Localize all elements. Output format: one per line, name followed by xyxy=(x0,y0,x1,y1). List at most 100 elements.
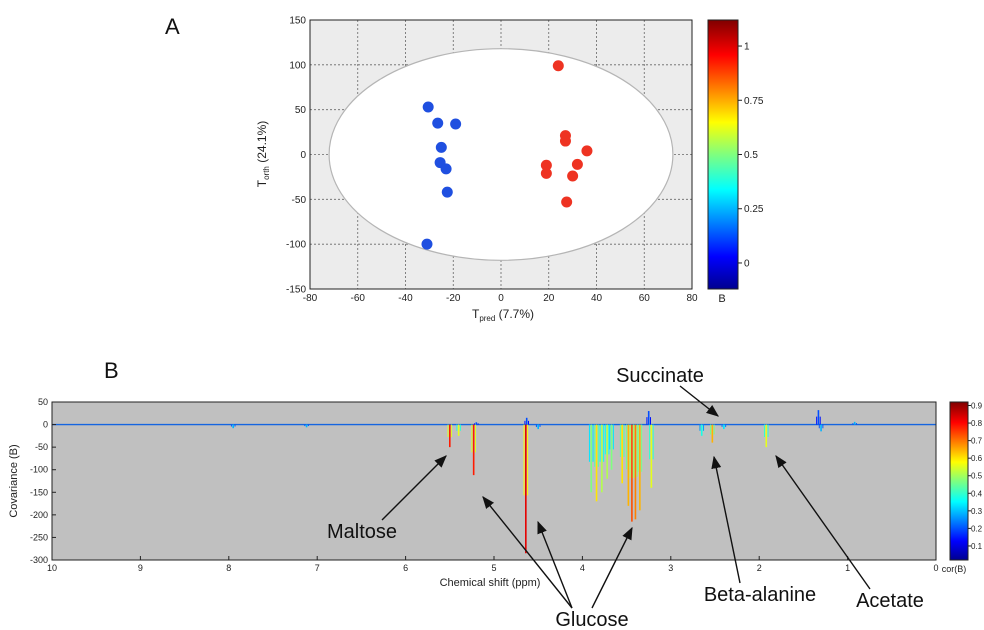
annotation-label: Beta-alanine xyxy=(704,584,816,606)
panel-a: A -80 -60 -40 -20 0 20 40 60 80 -150-100-5005010… xyxy=(165,14,764,323)
x-tick-label: -80 xyxy=(303,293,318,304)
y-tick-label: 150 xyxy=(289,16,306,27)
data-point xyxy=(567,170,579,182)
confidence-ellipse xyxy=(328,48,674,261)
plot-a-y-ticks: -150 -100 -50 0 50 100 150 xyxy=(286,16,306,296)
x-tick-label: -60 xyxy=(351,293,366,304)
colorbar-b xyxy=(949,401,969,561)
colorbar-tick-label: 0.7 xyxy=(971,437,983,446)
x-tick-label: 60 xyxy=(639,293,651,304)
x-tick-label: 40 xyxy=(591,293,603,304)
colorbar-tick-label: 0.5 xyxy=(744,150,758,161)
data-point xyxy=(432,117,444,129)
annotation-label: Succinate xyxy=(616,365,704,387)
plot-b-background xyxy=(51,401,937,561)
annotation-arrow xyxy=(381,455,447,521)
colorbar-tick-label: 0.2 xyxy=(971,524,983,533)
data-point xyxy=(540,167,552,179)
data-point xyxy=(422,101,434,113)
x-tick-label: 20 xyxy=(543,293,555,304)
colorbar-tick-label: 0 xyxy=(744,258,750,269)
colorbar-tick-label: 0.25 xyxy=(744,204,764,215)
x-tick-label: 4 xyxy=(580,563,585,573)
y-tick-label: -100 xyxy=(30,465,48,475)
annotation-arrow xyxy=(711,455,741,584)
x-tick-label: 5 xyxy=(491,563,496,573)
annotation-label: Glucose xyxy=(555,609,628,630)
annotation-arrow xyxy=(537,520,573,609)
colorbar-tick-label: 1 xyxy=(744,42,750,53)
colorbar-tick-label: 0.4 xyxy=(971,489,983,498)
panel-b-label: B xyxy=(104,358,119,383)
plot-a-x-ticks: -80 -60 -40 -20 0 20 40 60 80 xyxy=(303,293,698,304)
y-tick-label: 0 xyxy=(300,150,306,161)
plot-a-x-axis-label: Tpred (7.7%) xyxy=(472,307,534,323)
x-tick-label: -40 xyxy=(398,293,413,304)
data-point xyxy=(581,145,593,157)
data-point xyxy=(540,159,552,171)
colorbar-tick-label: 0.75 xyxy=(744,96,764,107)
annotation-arrow xyxy=(775,454,871,590)
data-point xyxy=(440,163,452,175)
x-tick-label: 0 xyxy=(498,293,504,304)
x-tick-label: 9 xyxy=(138,563,143,573)
y-tick-label: -100 xyxy=(286,240,306,251)
plot-a-frame xyxy=(309,19,693,290)
y-tick-label: -300 xyxy=(30,555,48,565)
y-tick-label: -150 xyxy=(30,487,48,497)
colorbar-tick-label: 0.9 xyxy=(971,402,983,411)
data-point xyxy=(559,135,571,147)
y-tick-label: -250 xyxy=(30,532,48,542)
colorbar-b-ticks: 0.1 0.2 0.3 0.4 0.5 0.6 0.7 0.8 0.9 xyxy=(968,402,983,551)
colorbar-a xyxy=(707,19,739,290)
panel-a-label: A xyxy=(165,14,180,39)
x-tick-label: 6 xyxy=(403,563,408,573)
y-tick-label: 50 xyxy=(295,105,307,116)
colorbar-tick-label: 0.1 xyxy=(971,542,983,551)
x-tick-label: 0 xyxy=(933,563,938,573)
y-tick-label: 50 xyxy=(38,397,48,407)
x-tick-label: 7 xyxy=(315,563,320,573)
plot-b-y-ticks: 50 0 -50 -100 -150 -200 -250 -300 xyxy=(30,397,56,565)
y-tick-label: -150 xyxy=(286,285,306,296)
plot-b-x-axis-label: Chemical shift (ppm) xyxy=(440,577,541,589)
colorbar-b-label: cor(B) xyxy=(942,564,967,574)
plot-a-points xyxy=(421,60,593,250)
x-tick-label: -20 xyxy=(446,293,461,304)
data-point xyxy=(571,158,583,170)
x-tick-label: 1 xyxy=(845,563,850,573)
data-point xyxy=(552,60,564,72)
y-tick-label: -200 xyxy=(30,510,48,520)
x-tick-label: 8 xyxy=(226,563,231,573)
colorbar-tick-label: 0.8 xyxy=(971,419,983,428)
y-tick-label: -50 xyxy=(35,442,48,452)
colorbar-tick-label: 0.5 xyxy=(971,472,983,481)
annotation-arrow xyxy=(679,385,719,417)
y-tick-label: 100 xyxy=(289,60,306,71)
y-tick-label: 0 xyxy=(43,420,48,430)
data-point xyxy=(435,141,447,153)
annotation-arrow xyxy=(591,526,633,609)
x-tick-label: 80 xyxy=(686,293,698,304)
spectrum xyxy=(52,410,936,554)
data-point xyxy=(450,118,462,130)
colorbar-a-ticks: 0 0.25 0.5 0.75 1 xyxy=(738,42,764,269)
plot-b-x-ticks: 10 9 8 7 6 5 4 3 2 1 0 xyxy=(47,556,939,573)
plot-b-y-axis-label: Covariance (B) xyxy=(8,444,20,517)
x-tick-label: 2 xyxy=(757,563,762,573)
peak-annotations: Succinate Maltose Glucose Beta-alanine Aceta… xyxy=(327,365,924,630)
y-tick-label: -50 xyxy=(292,195,307,206)
data-point xyxy=(561,196,573,208)
annotation-arrow xyxy=(482,496,573,609)
x-tick-label: 3 xyxy=(668,563,673,573)
colorbar-tick-label: 0.3 xyxy=(971,507,983,516)
x-tick-label: 10 xyxy=(47,563,57,573)
annotation-label: Acetate xyxy=(856,590,924,612)
colorbar-a-label: B xyxy=(718,293,725,305)
colorbar-tick-label: 0.6 xyxy=(971,454,983,463)
plot-a-y-axis-label: Torth (24.1%) xyxy=(255,121,271,188)
panel-b: B 10 9 8 7 6 5 4 3 2 1 0 500-50-100-150-200-250-30… xyxy=(8,358,983,630)
annotation-label: Maltose xyxy=(327,521,397,543)
data-point xyxy=(441,186,453,198)
